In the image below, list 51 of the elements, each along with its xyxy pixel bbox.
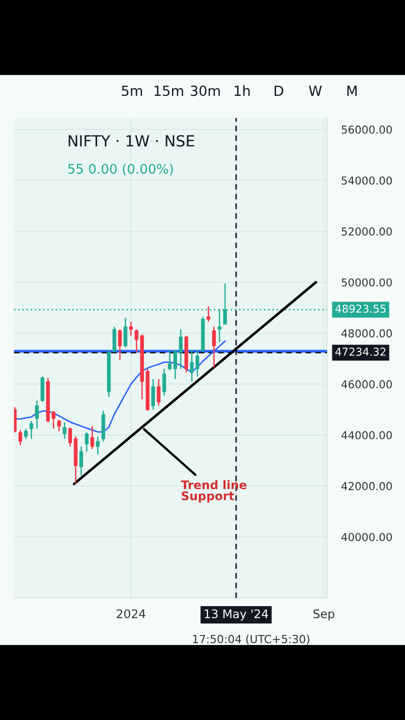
y-tick-label: 50000.00	[342, 278, 392, 287]
text: W	[308, 86, 322, 96]
y-tick-label: 48000.00	[341, 329, 392, 338]
candlestick	[118, 328, 122, 361]
text: 55 0.00 (0.00%)	[68, 164, 173, 176]
ref-line-label: 48923.55	[335, 304, 386, 313]
text: NIFTY · 1W · NSE	[68, 135, 194, 147]
candlestick	[57, 419, 61, 432]
candlestick	[151, 378, 155, 410]
y-tick-label: 56000.00	[342, 126, 392, 134]
ref-line-label: 47234.32	[335, 348, 386, 356]
candlestick	[112, 326, 116, 353]
text: 30m	[190, 86, 220, 96]
candlestick	[24, 428, 28, 440]
candlestick	[168, 349, 172, 371]
candlestick	[190, 349, 194, 382]
candlestick	[129, 321, 133, 336]
y-tick-label: 52000.00	[342, 227, 392, 236]
x-tick-label: 13 May '24	[204, 609, 268, 621]
annotation: Trend line Support	[180, 480, 246, 503]
text: M	[347, 86, 357, 96]
y-tick-label: 42000.00	[341, 482, 392, 490]
candlestick	[156, 378, 161, 406]
candlestick	[18, 429, 22, 446]
text: 5m	[122, 86, 142, 96]
candlestick	[35, 400, 39, 430]
candlestick	[14, 406, 17, 434]
text: 15m	[154, 86, 184, 96]
candlestick	[162, 368, 166, 396]
y-tick-label: 40000.00	[341, 532, 392, 542]
candlestick	[79, 446, 84, 476]
candlestick	[90, 425, 94, 450]
candlestick	[124, 317, 128, 348]
x-tick-label: 2024	[116, 609, 146, 618]
y-tick-label: 54000.00	[342, 176, 392, 185]
candlestick	[30, 420, 34, 440]
candlestick	[178, 328, 183, 370]
candlestick	[40, 376, 44, 403]
text: 1h	[234, 85, 250, 96]
y-tick-label: 46000.00	[341, 380, 392, 388]
y-tick-label: 44000.00	[341, 431, 392, 440]
candlestick	[173, 349, 178, 380]
candlestick	[212, 326, 216, 368]
candlestick	[206, 306, 210, 322]
candlestick	[84, 432, 89, 452]
text: 17:50:04 (UTC+5:30)	[193, 634, 310, 645]
candlestick	[96, 436, 100, 455]
candlestick	[196, 349, 200, 378]
text: D	[274, 86, 284, 96]
x-tick-label: Sep	[313, 609, 334, 621]
candlestick	[62, 422, 66, 440]
